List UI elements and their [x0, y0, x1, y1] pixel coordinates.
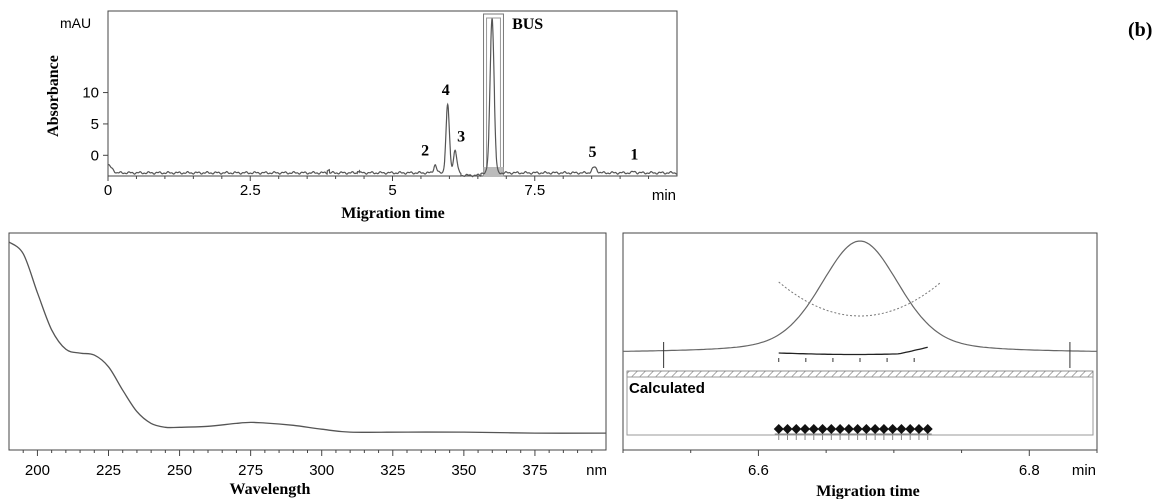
purity-marker — [913, 424, 924, 434]
x-tick-label: 250 — [167, 462, 192, 479]
x-tick-label: 0 — [104, 182, 112, 199]
purity-marker — [905, 424, 916, 434]
purity-x-title: Migration time — [816, 483, 920, 499]
x-tick-label: 2.5 — [240, 182, 261, 199]
purity-marker — [835, 424, 846, 434]
x-axis-title: Migration time — [341, 205, 445, 222]
x-ticks: 0 2.5 5 7.5 — [104, 176, 650, 199]
spectrum-x-title: Wavelength — [230, 481, 311, 498]
purity-marker — [878, 424, 889, 434]
x-tick-label: 275 — [238, 462, 263, 479]
peak-purity-panel: 6.6 6.8 min Migration time Calculated — [622, 232, 1098, 499]
purity-marker — [922, 424, 933, 434]
panel-label: (b) — [1128, 19, 1152, 41]
purity-marker — [817, 424, 828, 434]
purity-threshold-curve — [778, 281, 942, 317]
y-tick-label: 0 — [91, 147, 99, 164]
x-tick-label: 5 — [388, 182, 396, 199]
uv-spectrum-panel: 200 225 250 275 300 325 350 375 nm Wavelength — [8, 232, 607, 498]
purity-marker — [800, 424, 811, 434]
bus-highlight-box — [483, 13, 504, 177]
y-axis-title: Absorbance — [45, 55, 62, 137]
purity-marker — [852, 424, 863, 434]
x-tick-label: 6.8 — [1019, 462, 1040, 479]
highlight-fill — [483, 167, 504, 176]
x-tick-label: 200 — [25, 462, 50, 479]
integration-limit-marks — [663, 342, 1071, 368]
purity-calculated-label: Calculated — [629, 380, 705, 397]
peak-label: 3 — [457, 128, 465, 145]
purity-x-unit: min — [1072, 462, 1096, 479]
x-tick-label: 6.6 — [748, 462, 769, 479]
peak-labels: 2 4 3 BUS 5 1 — [421, 16, 638, 164]
spectrum-trace — [8, 241, 607, 434]
spectrum-frame — [8, 232, 607, 451]
x-tick-label: 350 — [451, 462, 476, 479]
purity-marker — [791, 424, 802, 434]
purity-band: Calculated — [626, 370, 1094, 436]
purity-markers — [773, 424, 933, 440]
purity-hatched-bar — [626, 370, 1094, 378]
purity-marker — [896, 424, 907, 434]
y-unit-label: mAU — [60, 15, 91, 31]
spectrum-x-unit: nm — [586, 462, 607, 479]
x-tick-label: 325 — [380, 462, 405, 479]
peak-label: 4 — [442, 82, 450, 99]
electropherogram-panel: mAU Absorbance 0 5 10 0 2.5 5 7.5 min Migrati… — [45, 10, 678, 222]
x-tick-label: 375 — [522, 462, 547, 479]
x-tick-label: 7.5 — [524, 182, 545, 199]
purity-marker — [826, 424, 837, 434]
purity-peak-trace — [623, 240, 1097, 352]
purity-marker — [870, 424, 881, 434]
purity-marker — [843, 424, 854, 434]
x-tick-label: 225 — [96, 462, 121, 479]
peak-label: 2 — [421, 143, 429, 160]
peak-label: 1 — [630, 147, 638, 164]
purity-marker — [773, 424, 784, 434]
purity-marker — [808, 424, 819, 434]
electropherogram-trace — [107, 18, 677, 178]
purity-marker — [782, 424, 793, 434]
purity-frame — [622, 232, 1098, 451]
x-tick-label: 300 — [309, 462, 334, 479]
peak-label: BUS — [512, 16, 543, 33]
peak-label: 5 — [588, 144, 596, 161]
spectrum-x-ticks: 200 225 250 275 300 325 350 375 — [22, 450, 593, 479]
y-tick-label: 10 — [82, 85, 99, 102]
y-ticks: 0 5 10 — [82, 85, 108, 164]
purity-result-box — [626, 376, 1094, 436]
purity-marker — [861, 424, 872, 434]
purity-x-ticks: 6.6 6.8 — [622, 450, 1098, 479]
y-tick-label: 5 — [91, 116, 99, 133]
x-unit-label: min — [652, 187, 676, 204]
purity-marker — [887, 424, 898, 434]
purity-similarity-curve — [778, 346, 928, 356]
